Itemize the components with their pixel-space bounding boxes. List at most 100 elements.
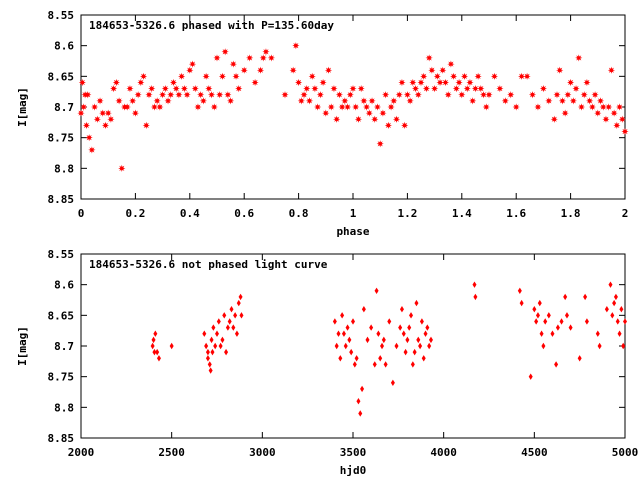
data-point — [205, 348, 210, 356]
y-tick-label: 8.85 — [48, 432, 75, 445]
data-point — [93, 115, 101, 123]
data-point — [292, 42, 300, 50]
y-tick-label: 8.8 — [54, 401, 74, 414]
data-point — [180, 85, 188, 93]
data-point — [392, 115, 401, 123]
data-point — [539, 85, 547, 93]
data-point — [358, 410, 363, 417]
data-point — [101, 121, 110, 129]
data-point — [365, 109, 373, 117]
data-point — [381, 336, 386, 344]
data-point — [150, 103, 159, 111]
data-point — [372, 361, 377, 368]
data-point — [161, 85, 169, 93]
data-point — [145, 91, 153, 99]
data-point — [539, 330, 544, 337]
x-tick-label: 0 — [78, 207, 85, 220]
data-point — [588, 103, 596, 111]
x-tick-label: 5000 — [612, 446, 639, 459]
data-point — [107, 115, 115, 123]
data-point — [460, 72, 469, 80]
data-point — [210, 103, 218, 111]
data-point — [340, 312, 345, 319]
data-point — [490, 72, 499, 80]
data-point — [207, 91, 216, 99]
data-point — [528, 91, 537, 99]
data-point — [232, 72, 240, 80]
data-point — [194, 103, 202, 111]
x-tick-label: 1 — [350, 207, 357, 220]
data-point — [356, 398, 361, 405]
data-point — [564, 91, 572, 99]
data-point — [409, 312, 414, 319]
data-point — [572, 85, 580, 93]
data-point — [211, 324, 216, 331]
data-point — [351, 318, 355, 325]
y-tick-label: 8.65 — [48, 70, 75, 83]
data-point — [534, 103, 542, 111]
data-point — [224, 91, 232, 99]
data-point — [558, 97, 567, 105]
data-point — [428, 336, 433, 344]
data-point — [153, 330, 158, 337]
data-point — [222, 312, 227, 319]
data-point — [496, 85, 504, 93]
data-point — [418, 342, 423, 350]
data-point — [575, 54, 583, 62]
data-point — [419, 318, 424, 325]
data-point — [229, 306, 234, 313]
data-point — [347, 336, 352, 344]
data-point — [345, 324, 350, 331]
data-point — [314, 103, 322, 111]
data-point — [134, 91, 142, 99]
data-point — [227, 318, 232, 325]
data-point — [395, 91, 403, 99]
data-point — [256, 66, 265, 74]
data-point — [554, 361, 559, 368]
data-point — [450, 72, 458, 80]
data-point — [118, 164, 126, 172]
data-point — [297, 97, 305, 105]
data-point — [327, 103, 335, 111]
data-point — [602, 115, 610, 123]
data-point — [218, 342, 223, 350]
data-point — [441, 78, 450, 87]
data-point — [380, 342, 385, 350]
data-point — [553, 91, 561, 99]
data-point — [512, 103, 520, 111]
data-point — [383, 361, 388, 368]
data-point — [534, 318, 539, 325]
data-point — [338, 355, 343, 362]
data-point — [556, 66, 564, 74]
data-point — [300, 91, 308, 99]
y-tick-label: 8.8 — [54, 162, 74, 175]
data-point — [608, 281, 613, 288]
data-point — [208, 367, 213, 374]
data-point — [235, 85, 243, 93]
data-point — [221, 48, 229, 56]
data-point — [436, 78, 444, 87]
data-point — [126, 85, 134, 93]
data-point — [605, 103, 613, 111]
data-point — [401, 330, 406, 337]
data-point — [425, 54, 433, 62]
data-point — [334, 342, 339, 350]
data-point — [240, 66, 248, 74]
data-point — [343, 342, 348, 350]
data-point — [586, 97, 594, 105]
x-tick-label: 2 — [622, 207, 629, 220]
data-point — [267, 54, 275, 62]
data-point — [405, 336, 410, 344]
data-point — [473, 293, 478, 301]
data-point — [501, 97, 509, 105]
data-point — [384, 121, 392, 129]
data-point — [150, 342, 155, 350]
data-point — [178, 72, 186, 80]
data-point — [428, 66, 436, 74]
data-point — [330, 85, 338, 93]
data-point — [610, 312, 615, 319]
data-point — [172, 85, 180, 93]
data-point — [410, 361, 415, 368]
chart-title: 184653-5326.6 not phased light curve — [89, 258, 328, 271]
x-tick-label: 1.2 — [397, 207, 417, 220]
